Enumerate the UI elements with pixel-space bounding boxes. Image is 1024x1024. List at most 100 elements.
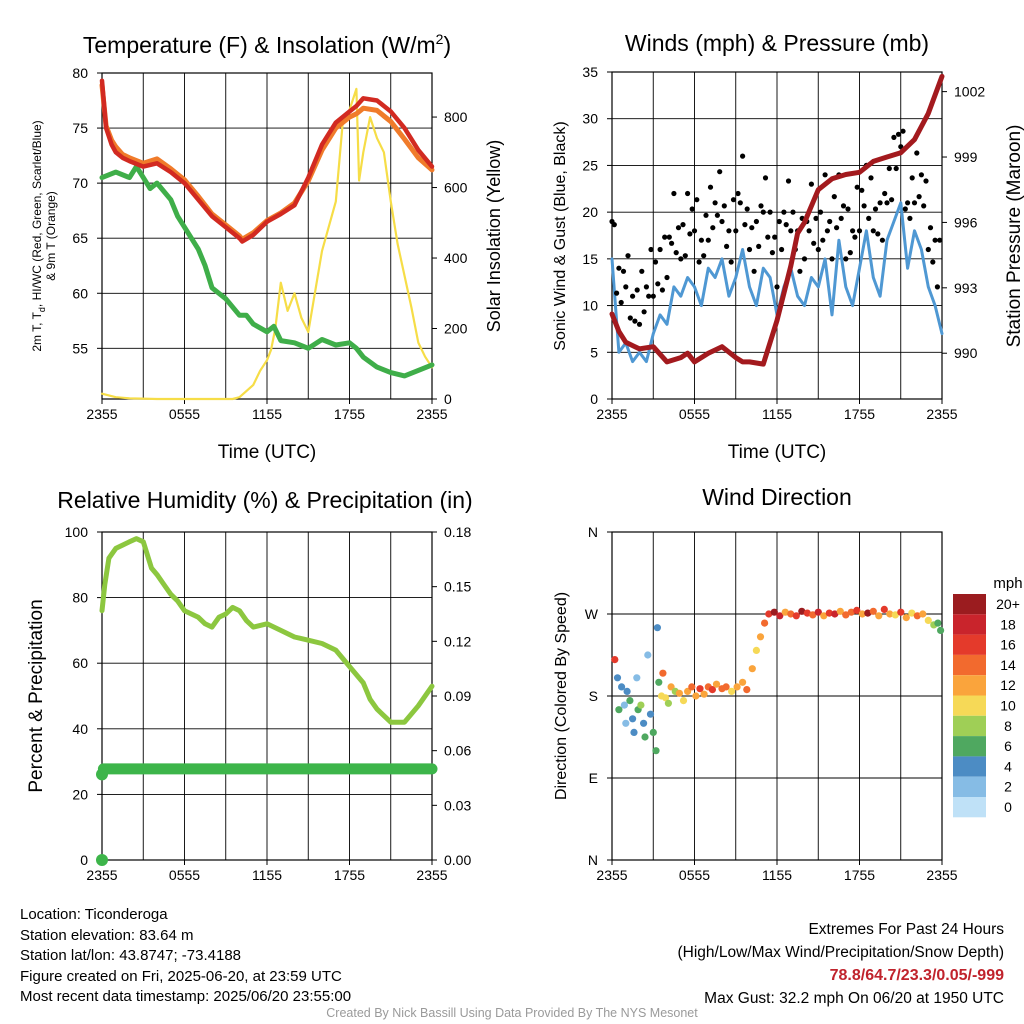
direction-xtick-label: 1155 bbox=[762, 867, 792, 883]
direction-point bbox=[847, 608, 855, 616]
speed-legend-label: 0 bbox=[1004, 799, 1012, 815]
wind-gust-point bbox=[937, 237, 943, 243]
direction-point bbox=[630, 728, 638, 737]
humidity-ytick-label: 20 bbox=[72, 786, 88, 802]
wind-gust-point bbox=[664, 274, 670, 281]
speed-legend-swatch bbox=[953, 776, 986, 797]
temperature-title: Temperature (F) & Insolation (W/m2) bbox=[83, 31, 451, 58]
direction-point bbox=[667, 683, 675, 691]
direction-point bbox=[897, 608, 905, 616]
wind-gust-point bbox=[829, 256, 835, 262]
wind-gust-point bbox=[785, 178, 792, 184]
temperature-ylabel-part1: 2m T, T bbox=[30, 311, 44, 351]
direction-point bbox=[825, 609, 833, 617]
speed-legend-swatch bbox=[953, 715, 986, 737]
wind-gust-point bbox=[691, 228, 698, 234]
speed-legend-label: 10 bbox=[1000, 698, 1016, 714]
wind-gust-point bbox=[783, 222, 789, 228]
humidity-ytick-right-label: 0.12 bbox=[444, 633, 471, 649]
temperature-series-2m-t bbox=[99, 78, 435, 244]
wind-gust-point bbox=[751, 268, 757, 274]
wind-gust-point bbox=[643, 284, 650, 290]
direction-xtick-label: 2355 bbox=[926, 867, 957, 883]
humidity-ytick-label: 100 bbox=[65, 524, 89, 540]
direction-xtick-label: 2355 bbox=[596, 867, 627, 883]
wind-gust-point bbox=[746, 246, 753, 253]
direction-point bbox=[891, 611, 899, 619]
direction-point bbox=[842, 611, 850, 619]
wind-gust-point bbox=[900, 128, 906, 134]
wind-ytick-right-label: 996 bbox=[954, 214, 978, 230]
wind-gust-point bbox=[843, 256, 849, 262]
humidity-ytick-right-label: 0.09 bbox=[444, 688, 471, 704]
direction-point bbox=[633, 674, 641, 682]
direction-point bbox=[613, 674, 622, 682]
wind-gust-point bbox=[689, 206, 695, 212]
direction-point bbox=[662, 694, 670, 702]
humidity-xtick-label: 2355 bbox=[416, 867, 447, 883]
wind-gust-point bbox=[678, 256, 684, 262]
direction-point bbox=[752, 646, 761, 655]
wind-gust-point bbox=[808, 181, 815, 187]
wind-series-pressure bbox=[609, 73, 945, 367]
extremes-values: 78.8/64.7/23.3/0.05/-999 bbox=[829, 967, 1004, 984]
wind-gust-point bbox=[703, 212, 709, 218]
direction-point bbox=[618, 683, 626, 691]
direction-point bbox=[908, 609, 916, 617]
direction-point bbox=[913, 612, 921, 620]
humidity-ytick-label: 40 bbox=[72, 721, 88, 737]
wind-gust-point bbox=[909, 175, 915, 181]
wind-gust-point bbox=[834, 225, 840, 231]
direction-point bbox=[641, 733, 649, 741]
direction-point bbox=[692, 692, 700, 700]
wind-title: Winds (mph) & Pressure (mb) bbox=[625, 30, 929, 56]
direction-point bbox=[864, 609, 872, 617]
direction-point bbox=[623, 687, 631, 696]
speed-legend-swatch bbox=[953, 736, 986, 757]
wind-gust-point bbox=[824, 228, 831, 234]
wind-gust-point bbox=[680, 222, 686, 228]
speed-legend-swatch bbox=[953, 614, 986, 635]
wind-gust-point bbox=[850, 228, 856, 234]
humidity-xtick-label: 1155 bbox=[252, 867, 282, 883]
direction-xtick-label: 0555 bbox=[679, 867, 710, 883]
wind-gust-point bbox=[614, 290, 620, 296]
wind-gust-point bbox=[889, 197, 895, 203]
wind-gust-point bbox=[895, 131, 902, 137]
wind-gust-point bbox=[687, 231, 693, 237]
speed-legend-title: mph bbox=[993, 575, 1022, 592]
wind-gust-point bbox=[730, 197, 737, 203]
direction-point bbox=[853, 606, 861, 615]
direction-point bbox=[886, 610, 894, 618]
wind-gust-point bbox=[744, 206, 750, 212]
humidity-panel: 100 80 60 40 20 0 0.18 0.15 0.12 0.09 0.06 0.03 0.00… bbox=[26, 487, 473, 883]
wind-gust-point bbox=[753, 218, 760, 225]
temperature-title-main: Temperature (F) & Insolation (W/m bbox=[83, 32, 436, 58]
wind-gust-point bbox=[927, 225, 934, 231]
speed-legend-label: 8 bbox=[1004, 718, 1012, 734]
wind-gust-point bbox=[675, 225, 682, 231]
max-gust-text: Max Gust: 32.2 mph On 06/20 at 1950 UTC bbox=[704, 990, 1004, 1007]
direction-point bbox=[781, 608, 789, 616]
speed-legend-swatch bbox=[953, 634, 986, 655]
humidity-title: Relative Humidity (%) & Precipitation (i… bbox=[57, 487, 472, 513]
direction-ytick-label: S bbox=[589, 688, 598, 704]
direction-point bbox=[637, 701, 645, 709]
direction-point bbox=[620, 701, 629, 709]
extremes-legend: (High/Low/Max Wind/Precipitation/Snow De… bbox=[677, 944, 1005, 961]
direction-point bbox=[644, 651, 652, 659]
wind-gust-point bbox=[636, 321, 643, 327]
direction-point bbox=[655, 678, 663, 686]
humidity-xtick-label: 1755 bbox=[334, 867, 365, 883]
wind-gust-point bbox=[884, 200, 890, 206]
speed-legend-label: 14 bbox=[1000, 657, 1016, 673]
wind-gust-point bbox=[694, 197, 700, 203]
wind-gust-point bbox=[710, 225, 716, 231]
wind-gust-point bbox=[655, 281, 661, 287]
wind-gust-point bbox=[721, 203, 727, 209]
direction-point bbox=[776, 612, 784, 620]
direction-point bbox=[803, 609, 811, 617]
direction-point bbox=[820, 612, 828, 620]
wind-ylabel-right: Station Pressure (Maroon) bbox=[1004, 125, 1024, 348]
